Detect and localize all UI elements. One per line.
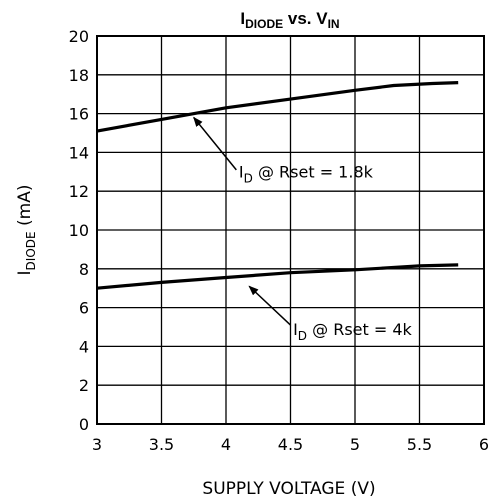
annotation-arrow-2 xyxy=(248,285,292,326)
y-tick-label: 0 xyxy=(79,415,89,434)
y-tick-labels: 0 2 4 6 8 10 12 14 16 18 20 xyxy=(69,27,89,434)
x-tick-label: 5 xyxy=(350,435,360,454)
y-tick-label: 16 xyxy=(69,105,89,124)
ylabel-sub: DIODE xyxy=(24,231,38,270)
y-tick-label: 20 xyxy=(69,27,89,46)
y-tick-label: 12 xyxy=(69,182,89,201)
annotations: ID @ Rset = 1.8k ID @ Rset = 4k xyxy=(193,116,413,343)
x-tick-label: 5.5 xyxy=(407,435,432,454)
y-tick-label: 10 xyxy=(69,221,89,240)
annotation-label-2: ID @ Rset = 4k xyxy=(293,320,412,343)
x-axis-label: SUPPLY VOLTAGE (V) xyxy=(202,479,375,499)
y-tick-label: 2 xyxy=(79,376,89,395)
plot-frame xyxy=(96,35,485,425)
series-line-1 xyxy=(96,81,459,133)
x-tick-labels: 3 3.5 4 4.5 5 5.5 6 xyxy=(92,435,489,454)
series-line-2 xyxy=(96,263,459,290)
ylabel-main: I xyxy=(15,270,35,275)
y-tick-label: 8 xyxy=(79,260,89,279)
y-axis-label: IDIODE (mA) xyxy=(15,185,38,276)
chart-title: IDIODE vs. VIN xyxy=(240,9,339,31)
y-tick-label: 6 xyxy=(79,299,89,318)
annotation-arrow-1 xyxy=(193,116,237,171)
x-tick-label: 3.5 xyxy=(149,435,174,454)
x-tick-label: 6 xyxy=(479,435,489,454)
annotation-label-1: ID @ Rset = 1.8k xyxy=(239,163,374,186)
title-mid: vs. V xyxy=(283,9,328,28)
title-main: I xyxy=(240,9,245,28)
title-sub2: IN xyxy=(328,17,340,31)
title-sub: DIODE xyxy=(245,17,283,31)
x-tick-label: 3 xyxy=(92,435,102,454)
ylabel-rest: (mA) xyxy=(15,185,35,232)
x-tick-label: 4 xyxy=(221,435,231,454)
y-tick-label: 18 xyxy=(69,66,89,85)
series-lines xyxy=(96,81,459,290)
x-tick-label: 4.5 xyxy=(278,435,303,454)
grid xyxy=(96,35,485,425)
y-tick-label: 4 xyxy=(79,337,89,356)
y-tick-label: 14 xyxy=(69,143,89,162)
